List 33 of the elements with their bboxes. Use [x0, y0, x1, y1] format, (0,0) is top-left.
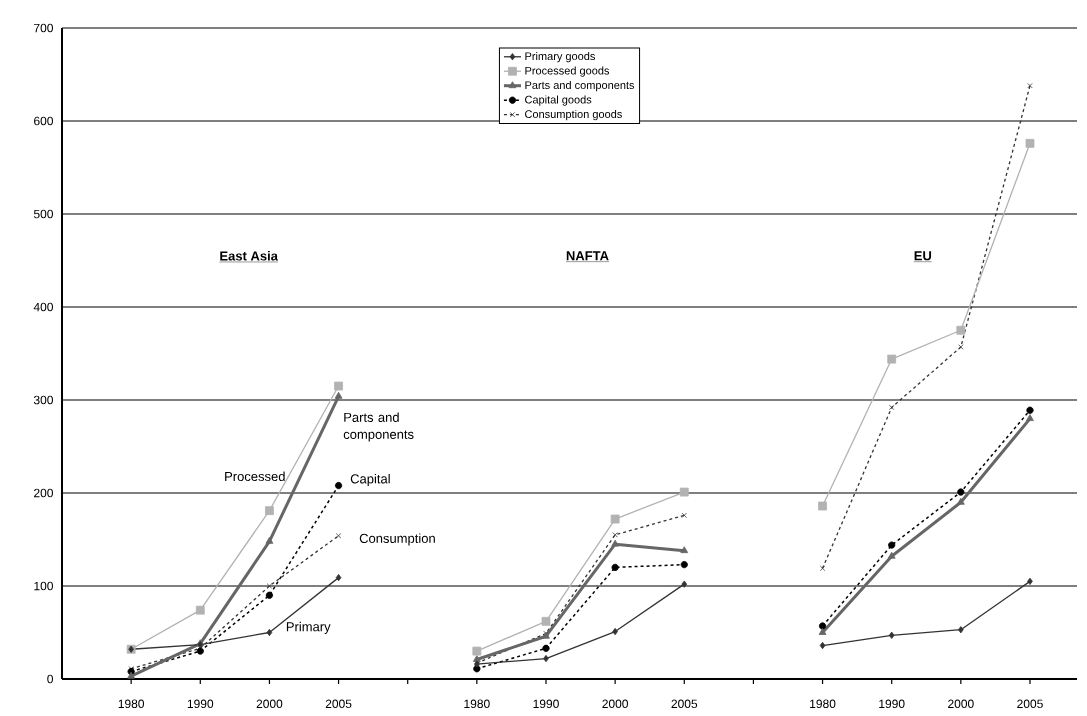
annotation: Parts and components	[343, 412, 414, 442]
y-tick-label: 500	[33, 209, 53, 219]
y-tick-label: 0	[47, 674, 54, 684]
x-tick-label: 1990	[879, 699, 905, 709]
x-tick-label: 1990	[533, 699, 559, 709]
y-tick-label: 100	[34, 581, 53, 591]
annotation: EU	[914, 251, 932, 261]
x-tick-label: 2000	[256, 699, 283, 709]
annotation: Primary	[286, 621, 331, 634]
annotation: Capital	[350, 473, 390, 487]
annotation: Processed	[225, 471, 285, 482]
x-tick-label: 1990	[187, 699, 214, 709]
annotation: East Asia	[220, 251, 279, 261]
x-tick-label: 2005	[325, 699, 352, 709]
y-tick-label: 400	[33, 302, 53, 312]
annotation: Consumption	[359, 533, 435, 546]
legend-label: Processed goods	[525, 66, 610, 77]
x-tick-label: 2005	[671, 699, 698, 709]
annotation: NAFTA	[566, 251, 609, 261]
x-tick-label: 2005	[1017, 699, 1043, 709]
y-tick-label: 700	[34, 23, 53, 33]
legend-label: Parts and components	[525, 80, 635, 92]
legend-label: Consumption goods	[525, 109, 622, 121]
x-tick-label: 1980	[810, 699, 836, 709]
y-tick-label: 300	[33, 395, 53, 405]
legend-label: Capital goods	[525, 95, 592, 106]
legend-label: Primary goods	[525, 52, 595, 63]
x-tick-label: 2000	[948, 699, 974, 709]
x-tick-label: 1980	[118, 699, 145, 709]
x-tick-label: 1980	[464, 699, 490, 709]
x-tick-label: 2000	[602, 699, 629, 709]
y-tick-label: 200	[34, 488, 53, 498]
y-tick-label: 600	[34, 116, 53, 126]
